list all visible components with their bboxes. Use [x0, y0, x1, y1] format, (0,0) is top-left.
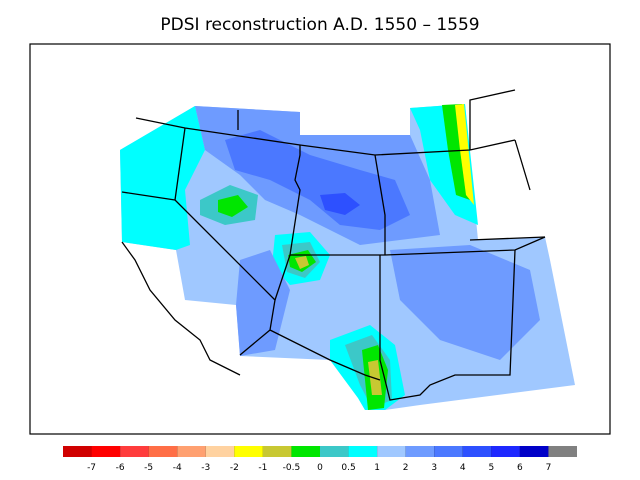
- colorbar-box: [434, 446, 463, 457]
- colorbar-box: [291, 446, 320, 457]
- colorbar-label: -6: [116, 463, 125, 473]
- colorbar-label: -2: [230, 463, 239, 473]
- colorbar-box: [462, 446, 492, 457]
- colorbar-label: 6: [517, 463, 523, 473]
- colorbar-label: 0: [317, 463, 323, 473]
- colorbar-box: [148, 446, 178, 457]
- colorbar-label: -5: [144, 463, 153, 473]
- colorbar-box: [519, 446, 549, 457]
- colorbar-box: [120, 446, 149, 457]
- colorbar-label: 7: [546, 463, 552, 473]
- colorbar-label: 5: [488, 463, 494, 473]
- state-boundaries: [121, 89, 546, 401]
- map-title: PDSI reconstruction A.D. 1550 – 1559: [160, 15, 479, 35]
- colorbar-box: [234, 446, 263, 457]
- colorbar-label: -0.5: [283, 463, 301, 473]
- colorbar-label: 1: [374, 463, 380, 473]
- colorbar-label: 4: [460, 463, 466, 473]
- pdsi-field: [120, 104, 575, 410]
- colorbar-label: -4: [173, 463, 182, 473]
- colorbar-label: 3: [431, 463, 437, 473]
- colorbar-box: [377, 446, 406, 457]
- colorbar-label: -7: [87, 463, 96, 473]
- colorbar-box: [548, 446, 577, 457]
- colorbar-label: -1: [258, 463, 267, 473]
- colorbar-box: [177, 446, 206, 457]
- colorbar-label: 0.5: [341, 463, 355, 473]
- colorbar-box: [205, 446, 235, 457]
- colorbar-box: [320, 446, 349, 457]
- colorbar-box: [262, 446, 292, 457]
- colorbar-box: [491, 446, 520, 457]
- colorbar-label: -3: [201, 463, 210, 473]
- colorbar-box: [405, 446, 435, 457]
- colorbar-box: [63, 446, 92, 457]
- colorbar-box: [348, 446, 378, 457]
- colorbar-label: 2: [403, 463, 409, 473]
- colorbar-box: [91, 446, 121, 457]
